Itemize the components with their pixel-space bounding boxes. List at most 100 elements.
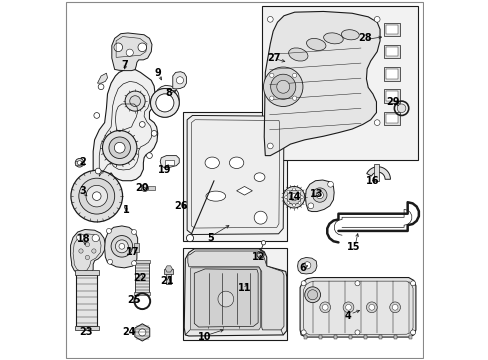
Bar [164,269,173,274]
Circle shape [354,330,359,335]
Circle shape [129,96,140,107]
Bar [74,325,99,330]
Circle shape [267,143,273,149]
Text: 17: 17 [125,247,139,257]
Bar [134,292,150,295]
Circle shape [138,43,146,51]
Circle shape [85,242,89,247]
Circle shape [85,255,89,260]
Text: 18: 18 [77,234,90,244]
Text: 6: 6 [299,263,305,273]
Circle shape [176,77,183,84]
Circle shape [254,211,266,224]
Bar [385,91,397,101]
Circle shape [410,281,415,286]
Bar [318,335,321,338]
Polygon shape [184,249,286,336]
Bar [164,160,174,165]
Circle shape [368,305,374,310]
Bar [383,67,399,81]
Circle shape [327,181,333,187]
Text: 12: 12 [252,252,265,262]
Circle shape [312,188,326,202]
Circle shape [156,94,174,112]
Circle shape [354,281,359,286]
Bar [304,335,306,338]
Circle shape [146,153,152,158]
Polygon shape [187,116,284,234]
Circle shape [79,178,115,214]
Ellipse shape [306,39,325,50]
Circle shape [322,305,327,310]
Circle shape [257,251,264,258]
Circle shape [126,49,133,56]
Bar [408,335,411,338]
Circle shape [92,249,96,253]
Bar [75,161,83,165]
Bar [333,335,336,338]
Text: 25: 25 [127,295,141,305]
Text: 3: 3 [79,186,85,197]
Bar [378,335,381,338]
Text: 2: 2 [79,157,85,167]
Polygon shape [93,69,158,181]
Circle shape [345,305,351,310]
Bar [383,23,399,36]
Bar [383,89,399,103]
Circle shape [86,185,107,207]
Text: 14: 14 [287,192,301,202]
Circle shape [270,74,295,99]
Circle shape [319,302,330,313]
Polygon shape [97,73,107,83]
Circle shape [292,96,296,100]
Circle shape [283,186,304,208]
Polygon shape [190,268,260,330]
Circle shape [156,94,174,112]
Polygon shape [187,251,284,330]
Circle shape [366,302,376,313]
Ellipse shape [254,173,264,181]
Ellipse shape [205,191,225,201]
Polygon shape [305,180,333,212]
Text: 8: 8 [164,88,172,98]
Text: 19: 19 [158,165,171,175]
Ellipse shape [341,30,359,40]
Circle shape [276,80,289,93]
Text: 13: 13 [309,189,322,199]
Circle shape [298,190,301,193]
Circle shape [115,240,128,253]
Circle shape [71,170,122,222]
Circle shape [107,259,112,264]
Circle shape [150,89,179,117]
Circle shape [95,168,101,174]
Circle shape [114,142,125,153]
Circle shape [292,204,295,207]
Circle shape [139,122,145,127]
Circle shape [303,262,310,269]
Circle shape [75,158,83,167]
Bar [135,262,149,293]
Polygon shape [194,269,258,327]
Circle shape [106,228,111,233]
Circle shape [300,196,303,199]
Circle shape [98,84,104,90]
Circle shape [139,329,145,336]
Bar [363,335,366,338]
Circle shape [292,73,296,77]
Circle shape [286,190,289,193]
Text: 11: 11 [237,283,251,293]
Text: 23: 23 [79,327,93,337]
Text: 24: 24 [122,327,136,337]
Text: 1: 1 [122,206,129,216]
Circle shape [77,161,81,165]
Bar [373,163,378,181]
Circle shape [269,73,273,77]
Circle shape [286,190,301,204]
Circle shape [307,290,317,300]
Polygon shape [300,278,415,337]
Circle shape [125,91,145,111]
Text: 27: 27 [266,53,280,63]
Text: 22: 22 [133,273,146,283]
Circle shape [92,234,99,242]
Circle shape [79,249,83,253]
